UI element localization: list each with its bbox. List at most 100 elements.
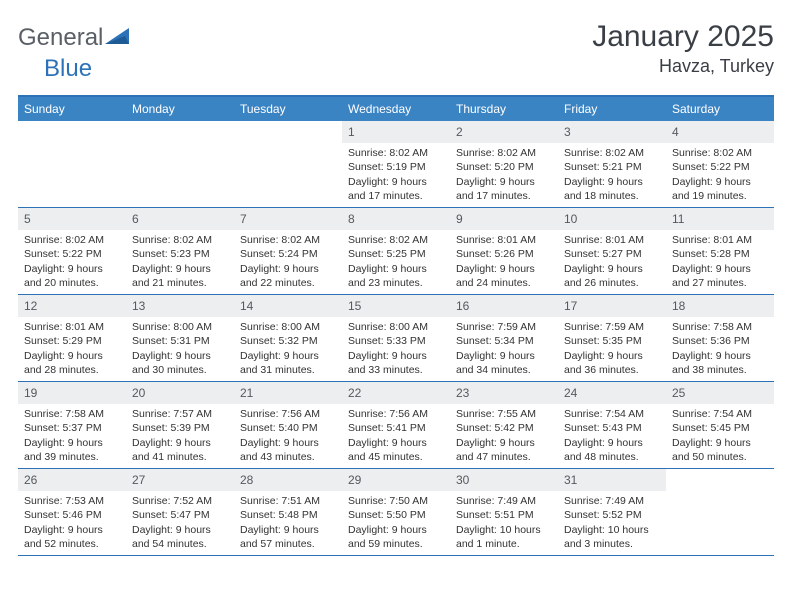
day-info: Sunrise: 8:02 AMSunset: 5:22 PMDaylight:…	[18, 230, 126, 294]
day-cell: 27Sunrise: 7:52 AMSunset: 5:47 PMDayligh…	[126, 469, 234, 555]
day-info: Sunrise: 7:57 AMSunset: 5:39 PMDaylight:…	[126, 404, 234, 468]
day-info: Sunrise: 8:01 AMSunset: 5:26 PMDaylight:…	[450, 230, 558, 294]
week-row: 12Sunrise: 8:01 AMSunset: 5:29 PMDayligh…	[18, 295, 774, 382]
day-cell: 30Sunrise: 7:49 AMSunset: 5:51 PMDayligh…	[450, 469, 558, 555]
day-cell: 22Sunrise: 7:56 AMSunset: 5:41 PMDayligh…	[342, 382, 450, 468]
day-info: Sunrise: 8:02 AMSunset: 5:22 PMDaylight:…	[666, 143, 774, 207]
day-number: 27	[126, 469, 234, 491]
day-info: Sunrise: 7:59 AMSunset: 5:35 PMDaylight:…	[558, 317, 666, 381]
day-info: Sunrise: 7:58 AMSunset: 5:37 PMDaylight:…	[18, 404, 126, 468]
day-number: 10	[558, 208, 666, 230]
day-info: Sunrise: 8:02 AMSunset: 5:20 PMDaylight:…	[450, 143, 558, 207]
day-info: Sunrise: 7:53 AMSunset: 5:46 PMDaylight:…	[18, 491, 126, 555]
day-number: 18	[666, 295, 774, 317]
day-number: 21	[234, 382, 342, 404]
day-info: Sunrise: 8:01 AMSunset: 5:29 PMDaylight:…	[18, 317, 126, 381]
day-number: 1	[342, 121, 450, 143]
day-number: 26	[18, 469, 126, 491]
day-cell: 13Sunrise: 8:00 AMSunset: 5:31 PMDayligh…	[126, 295, 234, 381]
day-info: Sunrise: 7:54 AMSunset: 5:43 PMDaylight:…	[558, 404, 666, 468]
day-number: 23	[450, 382, 558, 404]
day-cell: 3Sunrise: 8:02 AMSunset: 5:21 PMDaylight…	[558, 121, 666, 207]
day-cell: 10Sunrise: 8:01 AMSunset: 5:27 PMDayligh…	[558, 208, 666, 294]
day-number: 19	[18, 382, 126, 404]
day-number: 5	[18, 208, 126, 230]
day-number: 15	[342, 295, 450, 317]
day-cell: 20Sunrise: 7:57 AMSunset: 5:39 PMDayligh…	[126, 382, 234, 468]
week-row: 19Sunrise: 7:58 AMSunset: 5:37 PMDayligh…	[18, 382, 774, 469]
day-cell: 4Sunrise: 8:02 AMSunset: 5:22 PMDaylight…	[666, 121, 774, 207]
day-cell: 12Sunrise: 8:01 AMSunset: 5:29 PMDayligh…	[18, 295, 126, 381]
day-info: Sunrise: 8:00 AMSunset: 5:33 PMDaylight:…	[342, 317, 450, 381]
day-cell: 11Sunrise: 8:01 AMSunset: 5:28 PMDayligh…	[666, 208, 774, 294]
day-cell: 1Sunrise: 8:02 AMSunset: 5:19 PMDaylight…	[342, 121, 450, 207]
month-title: January 2025	[592, 20, 774, 54]
day-number: 30	[450, 469, 558, 491]
day-info: Sunrise: 8:02 AMSunset: 5:23 PMDaylight:…	[126, 230, 234, 294]
day-cell: 8Sunrise: 8:02 AMSunset: 5:25 PMDaylight…	[342, 208, 450, 294]
day-info: Sunrise: 8:00 AMSunset: 5:32 PMDaylight:…	[234, 317, 342, 381]
day-cell	[126, 121, 234, 207]
day-number: 7	[234, 208, 342, 230]
day-info: Sunrise: 7:55 AMSunset: 5:42 PMDaylight:…	[450, 404, 558, 468]
day-number: 28	[234, 469, 342, 491]
calendar: SundayMondayTuesdayWednesdayThursdayFrid…	[18, 95, 774, 556]
logo-text-2: Blue	[44, 55, 92, 82]
day-cell: 15Sunrise: 8:00 AMSunset: 5:33 PMDayligh…	[342, 295, 450, 381]
day-cell: 25Sunrise: 7:54 AMSunset: 5:45 PMDayligh…	[666, 382, 774, 468]
day-number: 20	[126, 382, 234, 404]
day-info: Sunrise: 7:52 AMSunset: 5:47 PMDaylight:…	[126, 491, 234, 555]
day-cell: 19Sunrise: 7:58 AMSunset: 5:37 PMDayligh…	[18, 382, 126, 468]
day-cell: 24Sunrise: 7:54 AMSunset: 5:43 PMDayligh…	[558, 382, 666, 468]
day-cell: 9Sunrise: 8:01 AMSunset: 5:26 PMDaylight…	[450, 208, 558, 294]
day-number: 17	[558, 295, 666, 317]
day-info: Sunrise: 7:51 AMSunset: 5:48 PMDaylight:…	[234, 491, 342, 555]
day-cell: 7Sunrise: 8:02 AMSunset: 5:24 PMDaylight…	[234, 208, 342, 294]
day-number: 8	[342, 208, 450, 230]
day-info: Sunrise: 8:02 AMSunset: 5:25 PMDaylight:…	[342, 230, 450, 294]
logo-text-1: General	[18, 24, 103, 52]
week-row: 26Sunrise: 7:53 AMSunset: 5:46 PMDayligh…	[18, 469, 774, 556]
day-info: Sunrise: 7:54 AMSunset: 5:45 PMDaylight:…	[666, 404, 774, 468]
day-cell: 2Sunrise: 8:02 AMSunset: 5:20 PMDaylight…	[450, 121, 558, 207]
day-number: 12	[18, 295, 126, 317]
day-number: 25	[666, 382, 774, 404]
logo-triangle-icon	[105, 26, 133, 51]
weekday-monday: Monday	[126, 97, 234, 121]
day-cell: 5Sunrise: 8:02 AMSunset: 5:22 PMDaylight…	[18, 208, 126, 294]
day-info: Sunrise: 8:01 AMSunset: 5:27 PMDaylight:…	[558, 230, 666, 294]
weekday-saturday: Saturday	[666, 97, 774, 121]
day-cell: 17Sunrise: 7:59 AMSunset: 5:35 PMDayligh…	[558, 295, 666, 381]
weekday-wednesday: Wednesday	[342, 97, 450, 121]
location: Havza, Turkey	[592, 56, 774, 77]
day-number: 11	[666, 208, 774, 230]
day-number: 13	[126, 295, 234, 317]
day-cell: 23Sunrise: 7:55 AMSunset: 5:42 PMDayligh…	[450, 382, 558, 468]
logo: General	[18, 24, 133, 52]
day-number: 31	[558, 469, 666, 491]
day-info: Sunrise: 8:02 AMSunset: 5:19 PMDaylight:…	[342, 143, 450, 207]
day-info: Sunrise: 7:59 AMSunset: 5:34 PMDaylight:…	[450, 317, 558, 381]
day-cell: 21Sunrise: 7:56 AMSunset: 5:40 PMDayligh…	[234, 382, 342, 468]
day-info: Sunrise: 7:50 AMSunset: 5:50 PMDaylight:…	[342, 491, 450, 555]
weekday-header: SundayMondayTuesdayWednesdayThursdayFrid…	[18, 97, 774, 121]
weekday-friday: Friday	[558, 97, 666, 121]
week-row: 1Sunrise: 8:02 AMSunset: 5:19 PMDaylight…	[18, 121, 774, 208]
day-info: Sunrise: 7:56 AMSunset: 5:40 PMDaylight:…	[234, 404, 342, 468]
day-info: Sunrise: 8:02 AMSunset: 5:21 PMDaylight:…	[558, 143, 666, 207]
day-cell	[18, 121, 126, 207]
day-cell	[666, 469, 774, 555]
day-number: 24	[558, 382, 666, 404]
day-cell: 31Sunrise: 7:49 AMSunset: 5:52 PMDayligh…	[558, 469, 666, 555]
day-number: 6	[126, 208, 234, 230]
day-number: 4	[666, 121, 774, 143]
weekday-sunday: Sunday	[18, 97, 126, 121]
day-number: 22	[342, 382, 450, 404]
day-number: 14	[234, 295, 342, 317]
day-cell: 6Sunrise: 8:02 AMSunset: 5:23 PMDaylight…	[126, 208, 234, 294]
day-cell: 16Sunrise: 7:59 AMSunset: 5:34 PMDayligh…	[450, 295, 558, 381]
day-info: Sunrise: 7:56 AMSunset: 5:41 PMDaylight:…	[342, 404, 450, 468]
weekday-tuesday: Tuesday	[234, 97, 342, 121]
day-cell: 14Sunrise: 8:00 AMSunset: 5:32 PMDayligh…	[234, 295, 342, 381]
weekday-thursday: Thursday	[450, 97, 558, 121]
